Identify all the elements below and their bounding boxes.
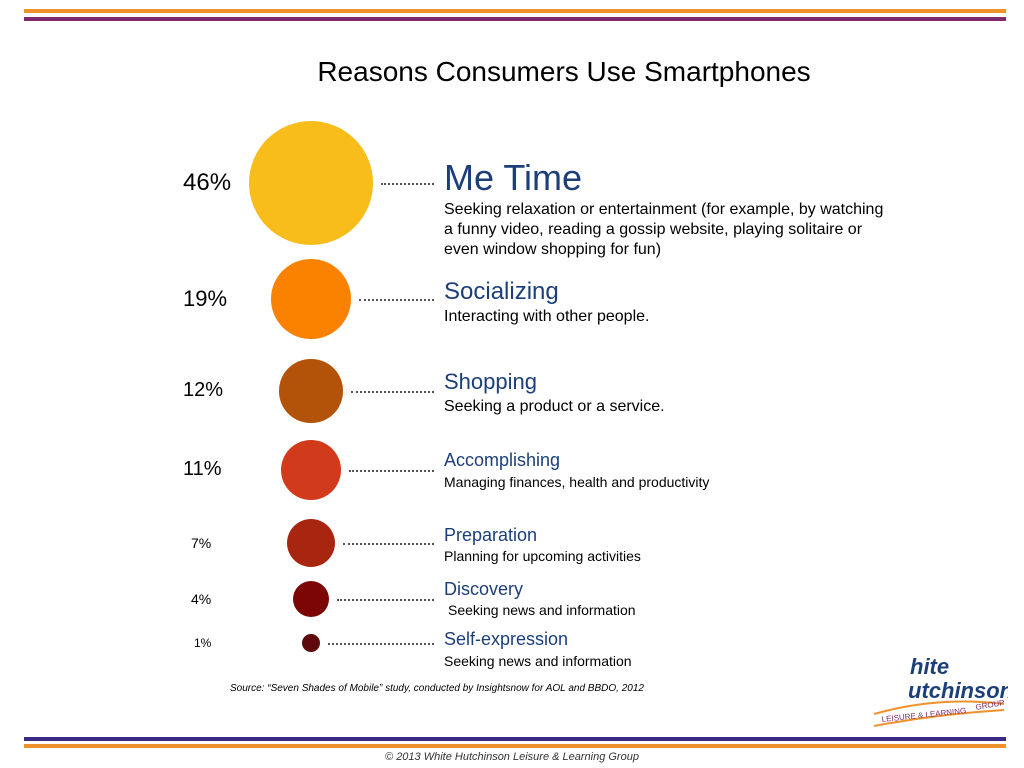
bubble <box>286 518 336 568</box>
category-label: Accomplishing <box>444 450 561 470</box>
category-label: Shopping <box>444 369 537 394</box>
leader-line <box>337 599 434 601</box>
bubble <box>279 359 343 423</box>
bubble <box>249 121 373 245</box>
value-label: 4% <box>191 590 212 607</box>
source-note: Source: “Seven Shades of Mobile” study, … <box>230 683 644 694</box>
bubble <box>280 439 342 501</box>
company-logo: hite utchinson LEISURE & LEARNING GROUP <box>868 652 1013 732</box>
category-description: Seeking relaxation or entertainment (for… <box>444 201 884 258</box>
copyright-text: © 2013 White Hutchinson Leisure & Learni… <box>385 751 639 763</box>
category-description: Interacting with other people. <box>444 308 650 325</box>
leader-line <box>350 391 434 393</box>
value-label: 11% <box>183 458 222 480</box>
category-description: Planning for upcoming activities <box>444 548 641 564</box>
category-description: Seeking news and information <box>444 653 632 669</box>
value-label: 12% <box>183 379 224 401</box>
leader-line <box>349 470 434 472</box>
value-label: 7% <box>191 534 212 551</box>
leader-line <box>343 543 434 545</box>
category-description: Seeking a product or a service. <box>444 398 665 415</box>
category-description: Seeking news and information <box>448 602 636 618</box>
value-label: 46% <box>183 168 232 196</box>
leader-line <box>328 643 434 645</box>
category-label: Discovery <box>444 579 524 599</box>
logo-line1: hite <box>910 654 949 679</box>
chart-title: Reasons Consumers Use Smartphones <box>317 56 811 87</box>
value-label: 1% <box>194 635 212 650</box>
leader-line <box>381 183 434 185</box>
bottom-purple-rule <box>24 737 1006 741</box>
logo-line2: utchinson <box>908 678 1008 703</box>
bubble <box>271 259 351 339</box>
category-label: Preparation <box>444 525 538 545</box>
top-purple-rule <box>24 17 1006 21</box>
bottom-orange-rule <box>24 744 1006 748</box>
category-label: Self-expression <box>444 629 569 649</box>
category-label: Me Time <box>444 157 583 198</box>
category-description: Managing finances, health and productivi… <box>444 474 710 490</box>
bubble <box>301 633 321 653</box>
top-orange-rule <box>24 9 1006 13</box>
bubble <box>292 580 330 618</box>
leader-line <box>358 299 434 301</box>
value-label: 19% <box>183 285 228 311</box>
category-label: Socializing <box>444 278 559 305</box>
